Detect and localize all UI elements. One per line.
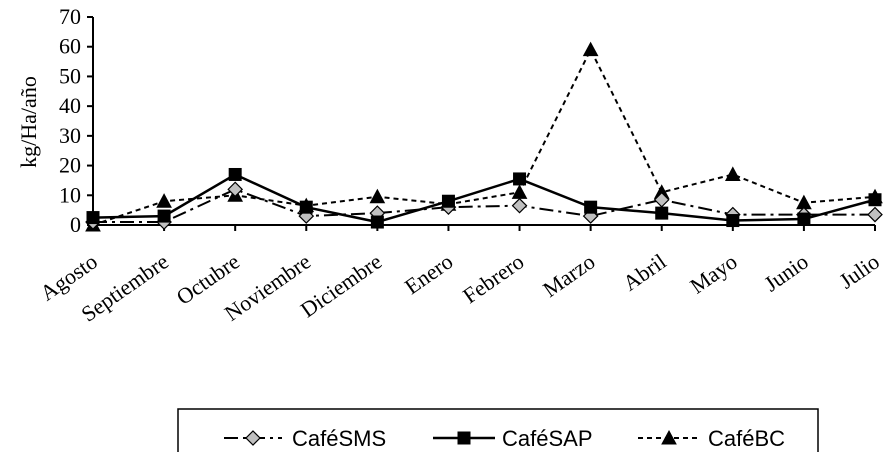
legend: CaféSMS CaféSAP CaféBC bbox=[177, 408, 819, 452]
y-tick-label: 50 bbox=[59, 63, 81, 88]
square-marker bbox=[797, 212, 811, 226]
y-axis: 0 10 20 30 40 50 60 70 bbox=[59, 4, 94, 237]
diamond-marker bbox=[227, 181, 244, 198]
x-tick-label: Marzo bbox=[538, 249, 599, 302]
x-tick-label: Mayo bbox=[685, 249, 741, 299]
y-tick-label: 60 bbox=[59, 34, 81, 59]
y-tick-label: 0 bbox=[70, 212, 81, 237]
legend-label: CaféSMS bbox=[292, 426, 386, 451]
square-marker bbox=[513, 172, 527, 186]
legend-box bbox=[177, 408, 819, 452]
square-marker bbox=[299, 200, 313, 214]
legend-entry: CaféSMS bbox=[224, 426, 386, 451]
triangle-marker bbox=[661, 429, 677, 445]
square-marker bbox=[86, 211, 100, 225]
diamond-marker bbox=[245, 430, 261, 446]
series-line bbox=[93, 188, 875, 224]
series-layer bbox=[85, 41, 883, 232]
square-marker bbox=[157, 209, 171, 223]
square-marker bbox=[441, 194, 455, 208]
square-marker bbox=[228, 167, 242, 181]
series-line bbox=[92, 47, 876, 226]
square-marker bbox=[584, 200, 598, 214]
y-tick-label: 10 bbox=[59, 182, 81, 207]
triangle-marker bbox=[369, 188, 386, 204]
y-axis-label: kg/Ha/año bbox=[16, 76, 41, 168]
x-tick-label: Diciembre bbox=[296, 249, 386, 323]
x-tick-label: Abril bbox=[618, 249, 670, 296]
square-marker bbox=[370, 215, 384, 229]
y-tick-label: 30 bbox=[59, 123, 81, 148]
triangle-marker bbox=[511, 184, 528, 199]
legend-entry: CaféBC bbox=[638, 426, 785, 451]
x-axis: AgostoSeptiembreOctubreNoviembreDiciembr… bbox=[35, 224, 884, 327]
x-tick-label: Junio bbox=[759, 249, 812, 297]
square-marker bbox=[726, 214, 740, 228]
series-line bbox=[92, 173, 876, 224]
triangle-marker bbox=[582, 41, 599, 57]
x-tick-label: Enero bbox=[400, 249, 457, 300]
y-tick-label: 40 bbox=[59, 93, 81, 118]
x-tick-label: Julio bbox=[834, 249, 883, 294]
triangle-marker bbox=[156, 193, 172, 208]
y-tick-label: 70 bbox=[59, 4, 81, 29]
square-marker bbox=[457, 431, 471, 445]
legend-label: CaféBC bbox=[708, 426, 785, 451]
square-marker bbox=[868, 193, 882, 207]
square-marker bbox=[655, 206, 669, 220]
diamond-marker bbox=[511, 197, 528, 214]
triangle-marker bbox=[724, 166, 741, 181]
diamond-marker bbox=[867, 206, 883, 223]
x-tick-label: Febrero bbox=[458, 249, 528, 309]
legend-entry: CaféSAP bbox=[433, 426, 593, 451]
series-cafsap bbox=[86, 167, 882, 229]
y-tick-label: 20 bbox=[59, 153, 81, 178]
legend-label: CaféSAP bbox=[502, 426, 593, 451]
